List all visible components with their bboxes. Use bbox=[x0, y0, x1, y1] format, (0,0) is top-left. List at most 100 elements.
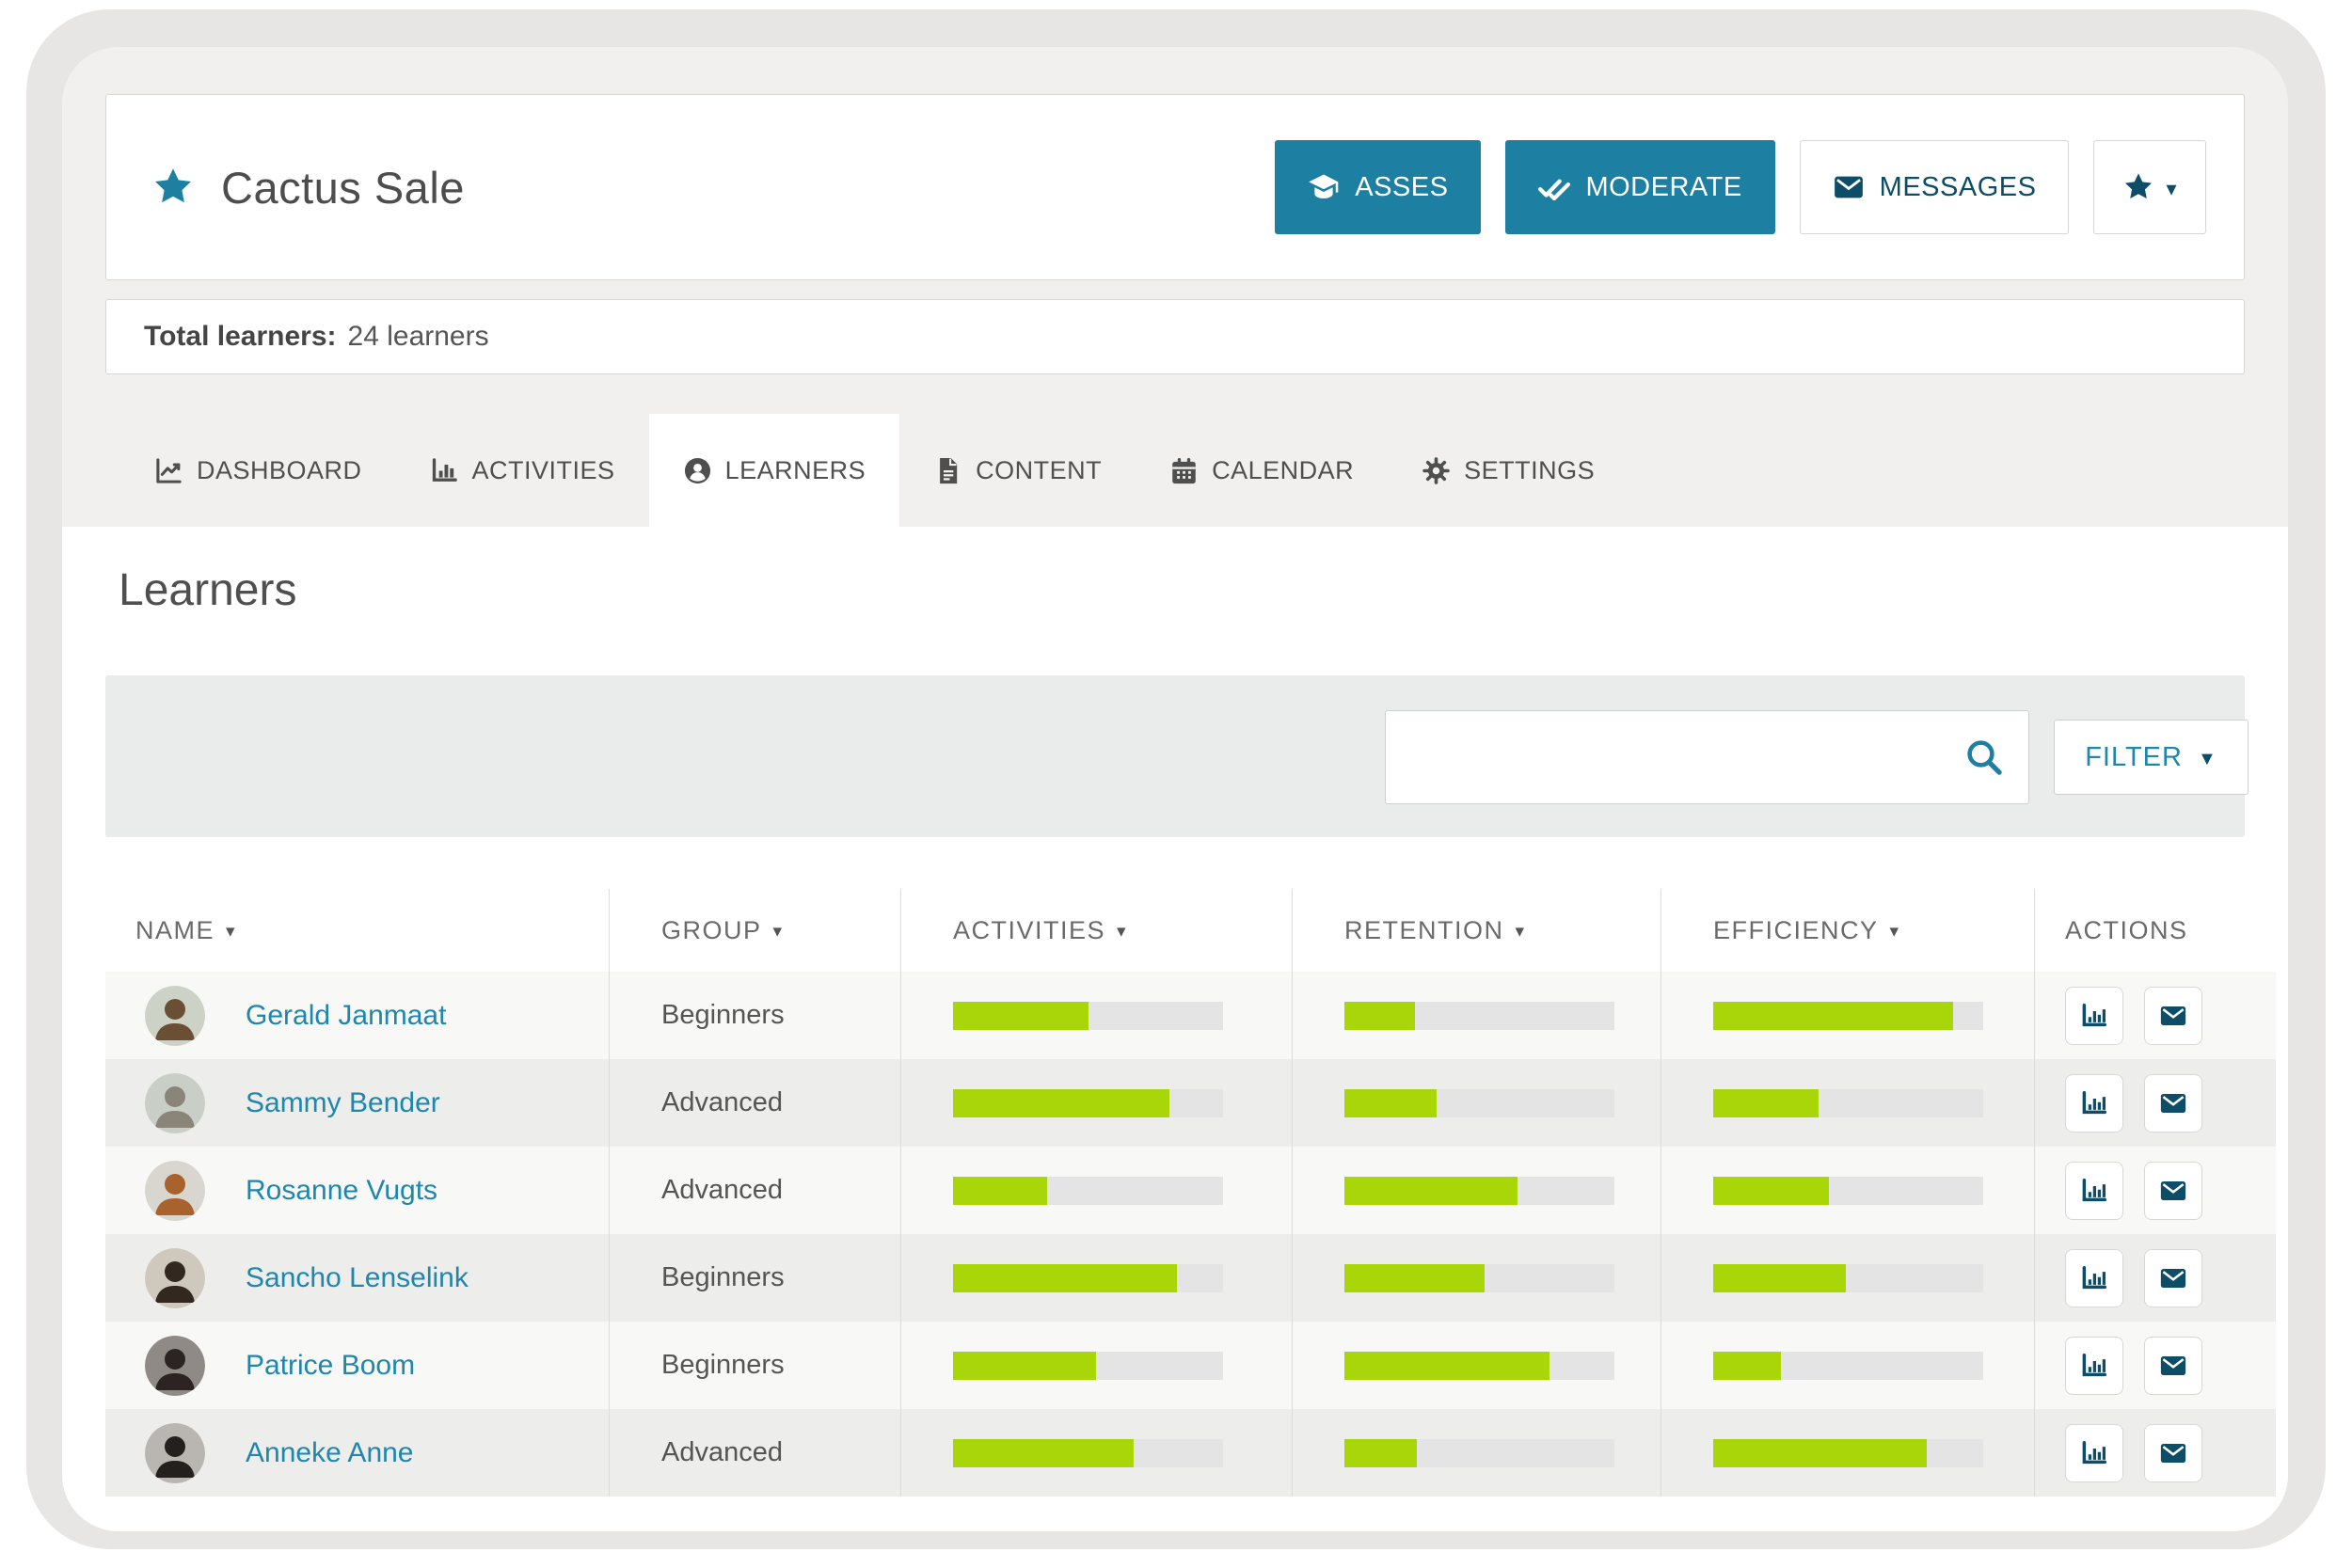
efficiency-cell bbox=[1661, 1147, 2034, 1234]
retention-progress-bar bbox=[1344, 1438, 1614, 1467]
learner-message-button[interactable] bbox=[2144, 1423, 2202, 1482]
learner-stats-button[interactable] bbox=[2065, 1336, 2123, 1395]
table-row: Sammy Bender Advanced bbox=[105, 1059, 2276, 1147]
efficiency-progress-bar bbox=[1713, 1263, 1983, 1292]
group-value: Advanced bbox=[661, 1087, 783, 1117]
column-label: GROUP bbox=[661, 915, 762, 944]
avatar bbox=[145, 1422, 205, 1483]
table-body: Gerald Janmaat Beginners Sammy Bender Advan… bbox=[105, 972, 2276, 1497]
column-label: ACTIONS bbox=[2065, 915, 2188, 944]
envelope-icon bbox=[2159, 1089, 2187, 1117]
table-row: Patrice Boom Beginners bbox=[105, 1322, 2276, 1409]
learner-message-button[interactable] bbox=[2144, 986, 2202, 1045]
chevron-down-icon: ▾ bbox=[2166, 177, 2177, 200]
tab-label: CALENDAR bbox=[1212, 455, 1355, 484]
column-header-group[interactable]: GROUP ▾ bbox=[609, 889, 900, 972]
group-cell: Beginners bbox=[609, 972, 900, 1059]
bar-chart-icon bbox=[2080, 1264, 2108, 1292]
name-cell: Anneke Anne bbox=[105, 1409, 609, 1497]
envelope-icon bbox=[2159, 1264, 2187, 1292]
efficiency-cell bbox=[1661, 1059, 2034, 1147]
table-header-row: NAME ▾ GROUP ▾ ACTIVITIES ▾ RETENTION ▾ EFFICIEN… bbox=[105, 889, 2276, 972]
double-check-icon bbox=[1538, 171, 1571, 203]
avatar bbox=[145, 1335, 205, 1396]
learner-name-link[interactable]: Rosanne Vugts bbox=[246, 1174, 438, 1206]
learner-name-link[interactable]: Patrice Boom bbox=[246, 1349, 416, 1381]
activities-progress-bar bbox=[953, 1438, 1223, 1467]
tab-dashboard[interactable]: DASHBOARD bbox=[120, 414, 396, 527]
column-header-name[interactable]: NAME ▾ bbox=[105, 889, 609, 972]
tab-label: CONTENT bbox=[976, 455, 1103, 484]
tab-settings[interactable]: SETTINGS bbox=[1388, 414, 1629, 527]
learners-content: Learners FILTER ▼ NAME ▾ GROUP ▾ ACTIVITIES ▾… bbox=[62, 527, 2288, 1531]
tab-label: ACTIVITIES bbox=[471, 455, 615, 484]
table-toolbar: FILTER ▼ bbox=[105, 675, 2249, 837]
star-icon bbox=[2122, 171, 2154, 203]
learner-name-link[interactable]: Sancho Lenselink bbox=[246, 1261, 469, 1293]
name-cell: Sancho Lenselink bbox=[105, 1234, 609, 1322]
group-cell: Beginners bbox=[609, 1322, 900, 1409]
learner-stats-button[interactable] bbox=[2065, 1161, 2123, 1220]
efficiency-progress-bar bbox=[1713, 1088, 1983, 1117]
user-circle-icon bbox=[683, 456, 712, 485]
sort-caret-icon: ▾ bbox=[226, 921, 237, 942]
retention-progress-bar bbox=[1344, 1176, 1614, 1205]
learner-message-button[interactable] bbox=[2144, 1161, 2202, 1220]
calendar-icon bbox=[1169, 456, 1199, 485]
total-learners-label: Total learners: bbox=[144, 321, 337, 352]
top-zone: Cactus Sale ASSES MODERATE bbox=[62, 47, 2288, 527]
column-header-efficiency[interactable]: EFFICIENCY ▾ bbox=[1661, 889, 2034, 972]
envelope-icon bbox=[2159, 1439, 2187, 1467]
learner-message-button[interactable] bbox=[2144, 1336, 2202, 1395]
retention-cell bbox=[1292, 1147, 1661, 1234]
gear-icon bbox=[1422, 456, 1451, 485]
favorite-dropdown-button[interactable]: ▾ bbox=[2093, 140, 2206, 234]
efficiency-progress-bar bbox=[1713, 1001, 1983, 1030]
learner-message-button[interactable] bbox=[2144, 1248, 2202, 1307]
asses-button-label: ASSES bbox=[1355, 171, 1449, 202]
group-cell: Advanced bbox=[609, 1147, 900, 1234]
efficiency-cell bbox=[1661, 1234, 2034, 1322]
learner-stats-button[interactable] bbox=[2065, 1248, 2123, 1307]
tab-learners[interactable]: LEARNERS bbox=[648, 414, 900, 527]
retention-cell bbox=[1292, 1322, 1661, 1409]
search-icon[interactable] bbox=[1964, 737, 2004, 777]
column-label: EFFICIENCY bbox=[1713, 915, 1879, 944]
actions-cell bbox=[2034, 1409, 2276, 1497]
moderate-button-label: MODERATE bbox=[1585, 171, 1742, 202]
column-header-retention[interactable]: RETENTION ▾ bbox=[1292, 889, 1661, 972]
sort-caret-icon: ▾ bbox=[772, 921, 784, 942]
learner-name-link[interactable]: Gerald Janmaat bbox=[246, 999, 447, 1031]
envelope-icon bbox=[2159, 1177, 2187, 1205]
asses-button[interactable]: ASSES bbox=[1275, 140, 1482, 234]
filter-button[interactable]: FILTER ▼ bbox=[2054, 720, 2249, 795]
activities-progress-bar bbox=[953, 1263, 1223, 1292]
learner-name-link[interactable]: Sammy Bender bbox=[246, 1086, 440, 1118]
search-input[interactable] bbox=[1386, 711, 1964, 803]
learner-message-button[interactable] bbox=[2144, 1073, 2202, 1132]
efficiency-cell bbox=[1661, 1409, 2034, 1497]
avatar bbox=[145, 985, 205, 1046]
chart-line-icon bbox=[154, 456, 183, 485]
tab-activities[interactable]: ACTIVITIES bbox=[396, 414, 649, 527]
learner-stats-button[interactable] bbox=[2065, 1073, 2123, 1132]
retention-progress-bar bbox=[1344, 1001, 1614, 1030]
tab-calendar[interactable]: CALENDAR bbox=[1136, 414, 1388, 527]
course-title-wrap: Cactus Sale bbox=[151, 162, 1275, 214]
group-value: Beginners bbox=[661, 1262, 785, 1292]
messages-button[interactable]: MESSAGES bbox=[1799, 140, 2070, 234]
avatar bbox=[145, 1072, 205, 1133]
column-header-activities[interactable]: ACTIVITIES ▾ bbox=[900, 889, 1292, 972]
tab-content[interactable]: CONTENT bbox=[899, 414, 1136, 527]
learner-stats-button[interactable] bbox=[2065, 1423, 2123, 1482]
moderate-button[interactable]: MODERATE bbox=[1505, 140, 1775, 234]
header-actions: ASSES MODERATE MESSAGES bbox=[1275, 140, 2206, 234]
sort-caret-icon: ▾ bbox=[1889, 921, 1900, 942]
bar-chart-icon bbox=[2080, 1089, 2108, 1117]
retention-cell bbox=[1292, 1059, 1661, 1147]
learner-name-link[interactable]: Anneke Anne bbox=[246, 1436, 414, 1468]
tab-label: SETTINGS bbox=[1464, 455, 1596, 484]
learner-stats-button[interactable] bbox=[2065, 986, 2123, 1045]
activities-cell bbox=[900, 1234, 1292, 1322]
